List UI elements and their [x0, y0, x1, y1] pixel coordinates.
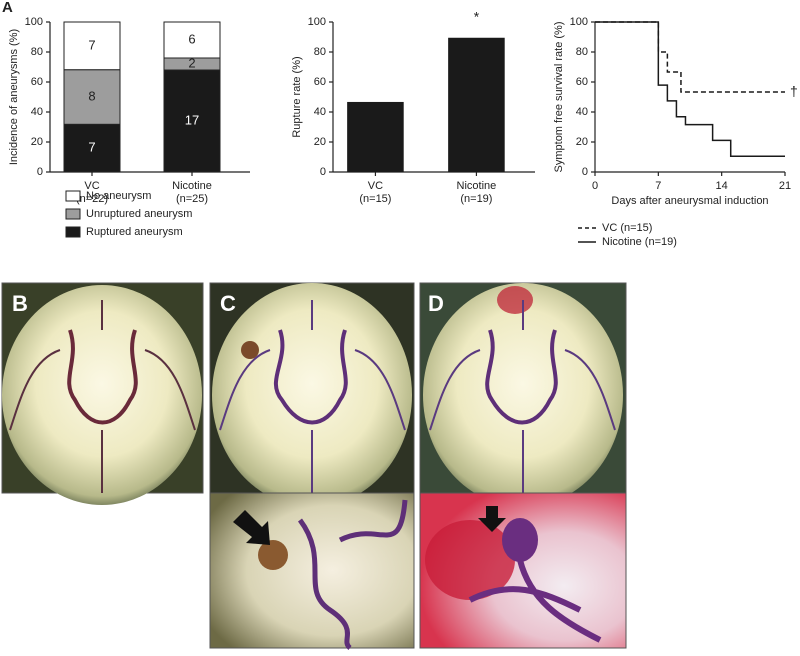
y-tick-label: 20 [31, 136, 43, 148]
x-tick-note: (n=19) [460, 193, 492, 205]
x-tick-note: (n=22) [76, 193, 108, 205]
panel-label: A [2, 0, 13, 16]
y-tick-label: 80 [576, 46, 588, 58]
survival-line [595, 21, 785, 157]
annotation: † [790, 83, 798, 99]
y-axis-label: Symptom free survival rate (%) [553, 22, 565, 173]
segment-count: 7 [88, 140, 95, 155]
x-tick-label: 21 [779, 180, 791, 192]
bar-segment [163, 21, 221, 59]
photo-d [419, 282, 627, 507]
legend-label: Ruptured aneurysm [86, 226, 183, 238]
legend-label: Unruptured aneurysm [86, 208, 192, 220]
legend-label: VC (n=15) [602, 222, 652, 234]
photo-c [209, 282, 415, 507]
segment-count: 6 [188, 31, 195, 46]
y-tick-label: 40 [576, 106, 588, 118]
y-tick-label: 40 [31, 106, 43, 118]
survival-line [595, 21, 785, 93]
legend-swatch [65, 190, 81, 202]
y-tick-label: 20 [576, 136, 588, 148]
legend-label: Nicotine (n=19) [602, 236, 677, 248]
segment-count: 2 [188, 55, 195, 70]
x-tick-label: Nicotine [457, 180, 497, 192]
y-tick-label: 60 [314, 76, 326, 88]
y-tick-label: 20 [314, 136, 326, 148]
bar-segment [63, 69, 121, 125]
y-axis-label: Incidence of aneurysms (%) [8, 29, 20, 165]
y-axis-label: Rupture rate (%) [291, 56, 303, 137]
y-tick-label: 80 [31, 46, 43, 58]
y-tick-label: 0 [320, 166, 326, 178]
legend-swatch [65, 208, 81, 220]
y-tick-label: 100 [25, 16, 43, 28]
x-tick-label: 14 [716, 180, 728, 192]
x-tick-label: VC [84, 180, 99, 192]
y-tick-label: 100 [308, 16, 326, 28]
bar [347, 101, 404, 172]
panel-label: D [428, 291, 444, 316]
legend-label: No aneurysm [86, 190, 151, 202]
y-tick-label: 60 [576, 76, 588, 88]
zoom-d [419, 492, 627, 649]
bar-segment [163, 69, 221, 173]
panel-label: B [12, 291, 28, 316]
x-tick-label: Nicotine [172, 180, 212, 192]
x-axis-label: Days after aneurysmal induction [611, 195, 768, 207]
x-tick-note: (n=25) [176, 193, 208, 205]
y-tick-label: 0 [37, 166, 43, 178]
panel-label: C [220, 291, 236, 316]
x-tick-label: 7 [655, 180, 661, 192]
zoom-c [209, 492, 415, 650]
y-tick-label: 100 [570, 16, 588, 28]
bar-segment [63, 21, 121, 71]
photo-b [1, 282, 204, 505]
y-tick-label: 60 [31, 76, 43, 88]
segment-count: 7 [88, 37, 95, 52]
x-tick-label: 0 [592, 180, 598, 192]
y-tick-label: 40 [314, 106, 326, 118]
y-tick-label: 0 [582, 166, 588, 178]
segment-count: 8 [88, 88, 95, 103]
legend-swatch [65, 226, 81, 238]
x-tick-note: (n=15) [359, 193, 391, 205]
y-tick-label: 80 [314, 46, 326, 58]
x-tick-label: VC [368, 180, 383, 192]
segment-count: 17 [185, 112, 199, 127]
annotation: * [474, 8, 480, 24]
bar [448, 37, 505, 172]
